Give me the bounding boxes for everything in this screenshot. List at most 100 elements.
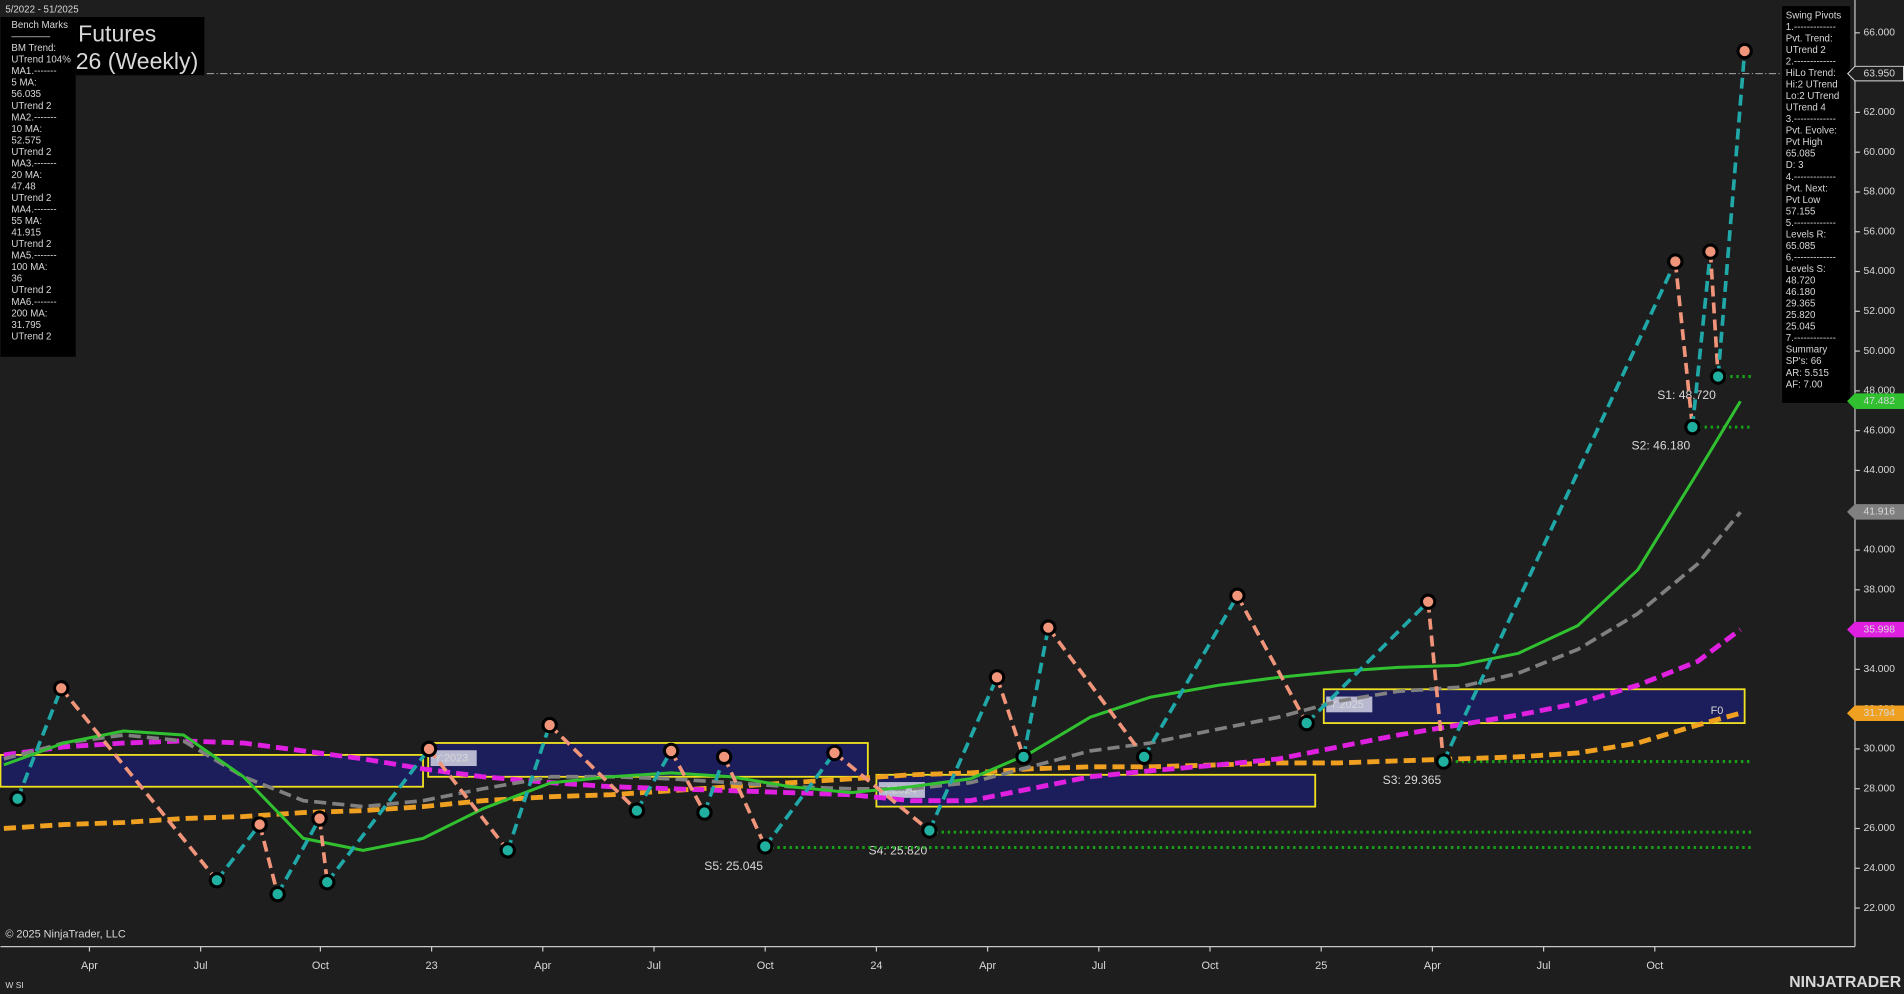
- swing-pivot-line: 6.-------------: [1786, 252, 1836, 263]
- pivot-low: [1015, 748, 1032, 766]
- y-tick-label: 38.000: [1863, 585, 1895, 596]
- swing-pivot-line: 1.-------------: [1786, 22, 1836, 33]
- benchmark-line: UTrend 2: [11, 193, 51, 204]
- pivot-segment: [763, 751, 836, 848]
- pivot-segment: [276, 817, 322, 896]
- benchmark-line: MA6.-------: [11, 297, 56, 308]
- x-tick-label: Apr: [534, 960, 551, 972]
- pivot-segment: [317, 818, 330, 883]
- benchmark-line: 20 MA:: [11, 170, 42, 181]
- swing-pivot-line: 29.365: [1786, 299, 1816, 310]
- pivot-low: [1435, 753, 1452, 770]
- moving-average: [3, 710, 1742, 831]
- swing-pivot-line: 25.045: [1786, 322, 1816, 333]
- y-tick-label: 60.000: [1863, 147, 1895, 158]
- x-tick-label: Jul: [647, 960, 661, 972]
- y-tick-label: 26.000: [1863, 823, 1895, 834]
- support-label: S1: 48.720: [1657, 388, 1716, 402]
- chart-title: Futures: [78, 20, 156, 46]
- benchmark-line: MA3.-------: [11, 158, 56, 169]
- price-tag-label: 41.916: [1863, 507, 1895, 518]
- pivot-segment: [995, 676, 1026, 758]
- benchmark-line: 55 MA:: [11, 216, 42, 227]
- x-tick-label: Apr: [81, 960, 98, 972]
- pivot-low: [757, 838, 774, 855]
- pivot-high: [1040, 619, 1057, 636]
- year-zone: [0, 753, 424, 788]
- pivot-segment: [1046, 626, 1146, 758]
- price-tag-label: 63.950: [1863, 68, 1895, 79]
- benchmark-line: MA2.-------: [11, 112, 56, 123]
- pivot-segment: [833, 751, 931, 832]
- y-tick-label: 66.000: [1863, 28, 1895, 39]
- swing-pivot-line: Pvt. Evolve:: [1786, 126, 1837, 137]
- x-tick-label: Oct: [1202, 960, 1219, 972]
- pivot-high: [1419, 593, 1437, 610]
- pivot-segment: [1021, 627, 1051, 758]
- benchmark-panel: [0, 16, 76, 357]
- pivot-segment: [1426, 601, 1446, 762]
- x-tick-label: Jul: [194, 960, 208, 972]
- swing-pivot-line: Summary: [1786, 345, 1828, 356]
- y-tick-label: 44.000: [1863, 465, 1895, 476]
- support-label: S3: 29.365: [1383, 773, 1442, 787]
- date-range: 5/2022 - 51/2025: [5, 4, 78, 15]
- x-tick-label: 24: [870, 960, 882, 972]
- x-tick-label: Oct: [312, 960, 329, 972]
- swing-pivot-line: 65.085: [1786, 149, 1816, 160]
- benchmark-line: UTrend 2: [11, 101, 51, 112]
- pivot-segment: [325, 747, 431, 884]
- x-tick-label: Jul: [1537, 960, 1551, 972]
- y-tick-label: 62.000: [1863, 107, 1895, 118]
- pivot-low: [1684, 418, 1701, 436]
- y-tick-label: 56.000: [1863, 226, 1895, 237]
- swing-pivot-line: Swing Pivots: [1786, 10, 1842, 21]
- swing-pivot-line: 2.-------------: [1786, 56, 1836, 67]
- y-tick-label: 52.000: [1863, 306, 1895, 317]
- benchmark-line: 200 MA:: [11, 308, 47, 319]
- y-tick-label: 50.000: [1863, 346, 1895, 357]
- year-zone: [427, 742, 869, 778]
- benchmark-line: 56.035: [11, 89, 41, 100]
- pivot-low: [628, 802, 646, 819]
- pivot-low: [921, 822, 938, 839]
- benchmark-line: UTrend 2: [11, 147, 51, 158]
- pivot-high: [53, 680, 70, 697]
- zone-label-box: [430, 750, 477, 767]
- pivot-low: [269, 885, 286, 903]
- swing-pivot-line: UTrend 2: [1786, 45, 1826, 56]
- y-tick-label: 58.000: [1863, 187, 1895, 198]
- pivot-low: [9, 790, 26, 807]
- swing-pivot-line: Levels S:: [1786, 264, 1826, 275]
- x-tick-label: Oct: [1646, 960, 1663, 972]
- x-tick-label: Apr: [1424, 960, 1441, 972]
- pivot-high: [662, 742, 680, 760]
- y-tick-label: 54.000: [1863, 266, 1895, 277]
- pivot-segment: [15, 687, 63, 800]
- benchmark-line: MA4.-------: [11, 205, 56, 216]
- swing-pivot-line: Pvt. Trend:: [1786, 33, 1833, 44]
- pivot-high: [988, 669, 1006, 686]
- price-tag-label: 31.794: [1863, 708, 1895, 719]
- benchmark-line: 10 MA:: [11, 124, 42, 135]
- benchmark-line: UTrend 2: [11, 239, 51, 250]
- zone-label-box: [1326, 696, 1373, 713]
- zone-label: Y:2025: [1330, 699, 1364, 711]
- benchmark-line: BM Trend:: [11, 43, 56, 54]
- benchmark-line: 41.915: [11, 228, 41, 239]
- support-label: S4: 25.820: [869, 844, 928, 858]
- x-tick-label: 23: [426, 960, 438, 972]
- pivot-high: [715, 748, 733, 766]
- benchmark-line: UTrend 2: [11, 331, 51, 342]
- pivot-high: [826, 744, 843, 762]
- y-tick-label: 24.000: [1863, 863, 1895, 874]
- pivot-segment: [1716, 50, 1747, 377]
- pivot-high: [1702, 243, 1719, 260]
- footer-label: W SI: [5, 980, 23, 990]
- pivot-segment: [635, 750, 673, 812]
- pivot-high: [311, 810, 328, 827]
- year-zone: [875, 773, 1317, 808]
- y-tick-label: 48.000: [1863, 386, 1895, 397]
